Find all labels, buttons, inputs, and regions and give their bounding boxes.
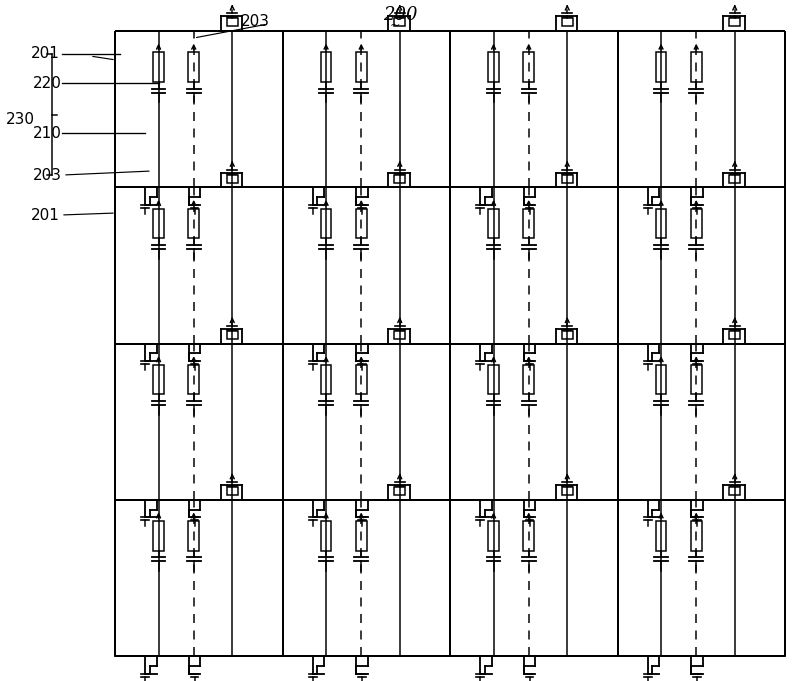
Bar	[562, 487, 573, 495]
Text: 201: 201	[31, 208, 60, 223]
Bar	[691, 521, 702, 550]
Bar	[321, 365, 331, 394]
Text: 220: 220	[33, 76, 62, 91]
Text: 201: 201	[31, 46, 60, 61]
Bar	[153, 521, 164, 550]
Bar	[153, 52, 164, 82]
Bar	[321, 52, 331, 82]
Bar	[656, 52, 666, 82]
Bar	[394, 487, 405, 495]
Bar	[188, 209, 199, 238]
Bar	[488, 521, 499, 550]
Bar	[394, 331, 405, 339]
Text: 203: 203	[33, 168, 62, 183]
Bar	[523, 365, 534, 394]
Text: ~: ~	[390, 18, 400, 31]
Bar	[321, 209, 331, 238]
Bar	[656, 521, 666, 550]
Text: 210: 210	[33, 125, 62, 140]
Bar	[488, 52, 499, 82]
Bar	[227, 18, 238, 27]
Bar	[188, 52, 199, 82]
Bar	[730, 487, 740, 495]
Bar	[188, 365, 199, 394]
Bar	[227, 331, 238, 339]
Text: 203: 203	[241, 14, 270, 29]
Bar	[488, 209, 499, 238]
Bar	[562, 174, 573, 183]
Bar	[321, 521, 331, 550]
Bar	[523, 52, 534, 82]
Bar	[691, 209, 702, 238]
Text: 200: 200	[382, 6, 418, 24]
Bar	[153, 365, 164, 394]
Bar	[523, 521, 534, 550]
Bar	[562, 331, 573, 339]
Bar	[523, 209, 534, 238]
Bar	[394, 18, 405, 27]
Bar	[691, 365, 702, 394]
Bar	[356, 521, 366, 550]
Bar	[562, 18, 573, 27]
Bar	[730, 18, 740, 27]
Bar	[730, 174, 740, 183]
Bar	[488, 365, 499, 394]
Bar	[356, 209, 366, 238]
Bar	[227, 487, 238, 495]
Bar	[227, 174, 238, 183]
Bar	[691, 52, 702, 82]
Bar	[153, 209, 164, 238]
Bar	[356, 365, 366, 394]
Text: 230: 230	[6, 112, 34, 127]
Bar	[394, 174, 405, 183]
Bar	[656, 209, 666, 238]
Bar	[188, 521, 199, 550]
Bar	[356, 52, 366, 82]
Bar	[730, 331, 740, 339]
Bar	[656, 365, 666, 394]
